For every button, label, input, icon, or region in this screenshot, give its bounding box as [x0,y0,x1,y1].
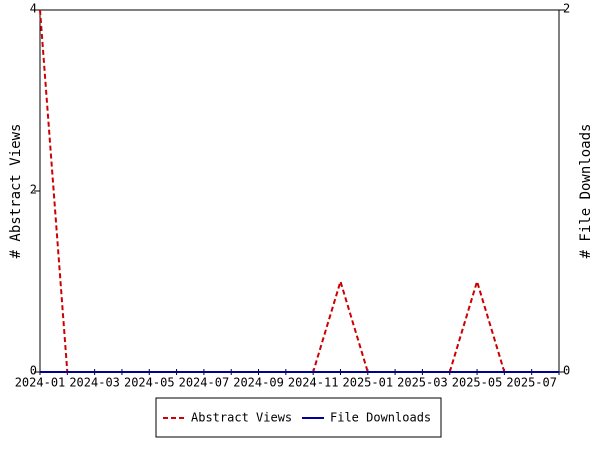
x-tick-label: 2024-05 [124,376,175,390]
y-tick-label: 4 [30,2,37,16]
x-tick-label: 2024-07 [179,376,230,390]
y2-axis-label: # File Downloads [578,124,594,259]
x-tick-label: 2024-09 [233,376,284,390]
x-tick-label: 2024-03 [69,376,120,390]
series-line [39,9,559,373]
y-axis-label: # Abstract Views [8,124,24,259]
legend-label: Abstract Views [191,411,292,425]
x-tick-label: 2025-07 [506,376,557,390]
y-tick-label: 0 [30,364,37,378]
x-tick-label: 2024-01 [15,376,66,390]
x-tick-label: 2025-01 [343,376,394,390]
x-tick-label: 2025-03 [397,376,448,390]
x-tick-label: 2024-11 [288,376,339,390]
x-tick-label: 2025-05 [452,376,503,390]
plot-frame [39,9,560,373]
legend-box [155,397,442,438]
y-tick-label: 2 [30,183,37,197]
y2-tick-label: 0 [563,364,570,378]
legend-label: File Downloads [330,411,431,425]
y2-tick-label: 2 [563,2,570,16]
